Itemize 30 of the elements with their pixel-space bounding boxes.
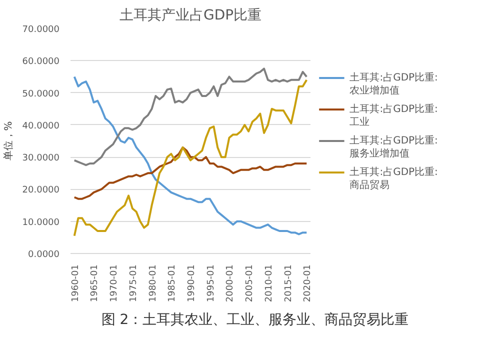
caption: 图 2：土耳其农业、工业、服务业、商品贸易比重 (101, 311, 409, 330)
x-tick-label: 1985-01 (168, 264, 178, 302)
x-tick-label: 2000-01 (226, 264, 236, 302)
y-axis-title: 单位，% (2, 121, 14, 161)
x-tick-label: 1970-01 (110, 264, 120, 302)
chart-title: 土耳其产业占GDP比重 (119, 8, 262, 24)
line-series (73, 146, 308, 200)
legend-label: 土耳其:占GDP比重:工业 (350, 102, 438, 128)
legend-label: 土耳其:占GDP比重:服务业增加值 (350, 134, 438, 160)
x-tick-label: 2010-01 (264, 264, 274, 302)
y-tick-label: 70.0000 (22, 25, 60, 35)
x-tick-label: 2015-01 (284, 264, 294, 302)
x-tick-label: 1975-01 (128, 264, 139, 302)
line-series (73, 68, 308, 166)
x-tick-label: 2005-01 (245, 264, 256, 302)
legend-label: 土耳其:占GDP比重:商品贸易 (350, 166, 438, 192)
x-tick-label: 1960-01 (70, 264, 81, 302)
y-tick-label: 10.0000 (22, 218, 60, 228)
x-tick-label: 1965-01 (90, 264, 100, 302)
x-tick-label: 1995-01 (206, 264, 216, 302)
x-tick-label: 1990-01 (187, 264, 197, 302)
y-tick-label: 20.0000 (22, 186, 60, 196)
y-tick-label: 50.0000 (22, 89, 60, 100)
y-tick-label: 0.0000 (28, 250, 60, 260)
y-tick-label: 40.0000 (22, 121, 60, 132)
x-tick-label: 1980-01 (148, 264, 158, 302)
y-tick-label: 60.0000 (22, 57, 60, 68)
y-tick-label: 30.0000 (22, 154, 60, 164)
legend-label: 土耳其:占GDP比重:农业增加值 (350, 71, 438, 97)
x-tick-label: 2020-01 (303, 264, 314, 302)
